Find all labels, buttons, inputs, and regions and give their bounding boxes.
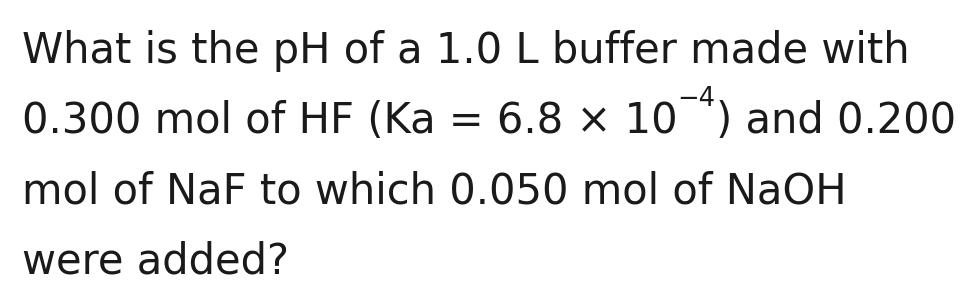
Text: −4: −4 <box>678 86 716 112</box>
Text: mol of NaF to which 0.050 mol of NaOH: mol of NaF to which 0.050 mol of NaOH <box>22 170 847 212</box>
Text: 0.300 mol of HF (Ka = 6.8 × 10: 0.300 mol of HF (Ka = 6.8 × 10 <box>22 100 678 142</box>
Text: were added?: were added? <box>22 240 289 282</box>
Text: What is the pH of a 1.0 L buffer made with: What is the pH of a 1.0 L buffer made wi… <box>22 30 910 72</box>
Text: ) and 0.200: ) and 0.200 <box>716 100 955 142</box>
